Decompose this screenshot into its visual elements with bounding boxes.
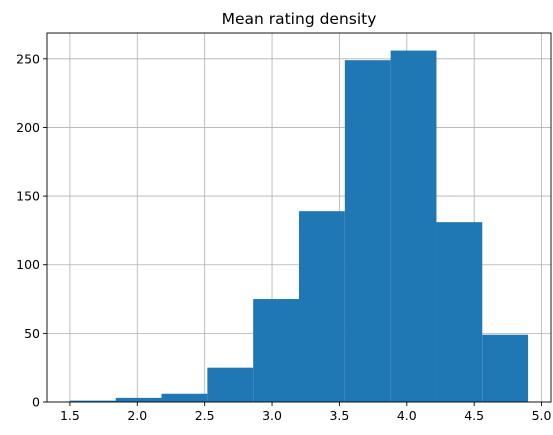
x-tick-label: 2.5	[195, 408, 215, 423]
bars-layer	[69, 50, 529, 402]
x-tick-label: 5.0	[532, 408, 552, 423]
x-tick-label: 4.5	[464, 408, 484, 423]
y-axis: 0 50 100 150 200 250	[16, 51, 47, 410]
y-tick-label: 250	[16, 51, 40, 66]
x-axis: 1.5 2.0 2.5 3.0 3.5 4.0 4.5 5.0	[60, 402, 552, 423]
x-tick-label: 1.5	[60, 408, 80, 423]
histogram-bar	[115, 397, 162, 402]
x-tick-label: 4.0	[397, 408, 417, 423]
histogram-bar	[482, 334, 529, 402]
plot-frame	[46, 32, 552, 403]
y-tick-label: 150	[16, 189, 40, 204]
histogram-bar	[436, 222, 483, 402]
histogram-bar	[253, 299, 299, 402]
chart-title: Mean rating density	[222, 10, 377, 28]
histogram-bar	[390, 50, 437, 402]
y-tick-label: 0	[32, 395, 40, 410]
y-tick-label: 50	[24, 326, 40, 341]
y-tick-label: 200	[16, 120, 40, 135]
x-tick-label: 3.5	[329, 408, 349, 423]
x-tick-label: 3.0	[262, 408, 282, 423]
histogram-bar	[299, 211, 345, 402]
histogram-bar	[207, 367, 254, 402]
histogram-bar	[161, 393, 208, 402]
y-tick-label: 100	[16, 257, 40, 272]
histogram-bar	[344, 60, 391, 402]
x-tick-label: 2.0	[127, 408, 147, 423]
histogram-bar	[69, 400, 116, 402]
